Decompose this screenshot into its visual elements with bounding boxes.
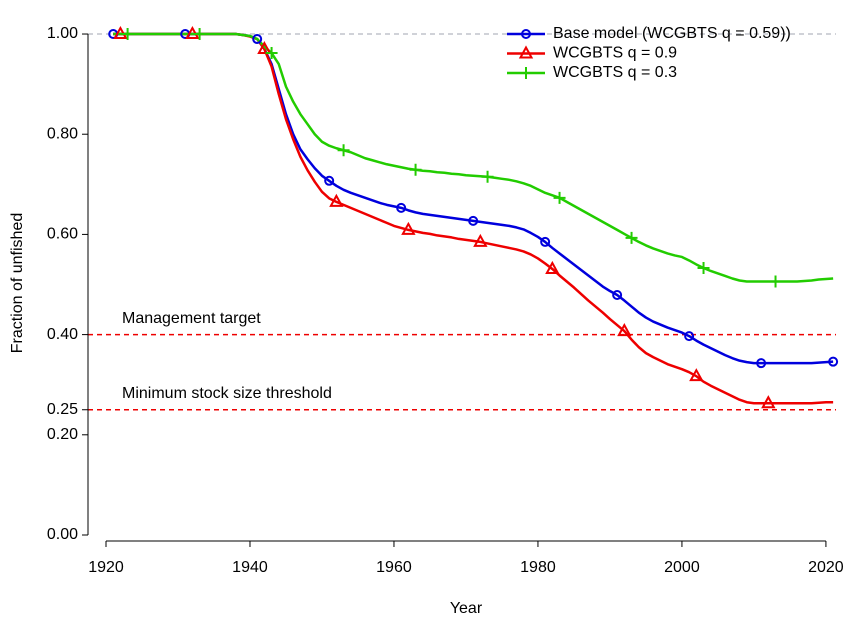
x-tick-label: 2020 xyxy=(808,559,844,576)
x-tick-label: 1980 xyxy=(520,559,556,576)
marker xyxy=(540,236,551,247)
marker xyxy=(324,175,335,186)
legend-label: WCGBTS q = 0.9 xyxy=(553,45,677,62)
marker xyxy=(612,290,623,301)
legend-marker xyxy=(520,67,532,79)
marker xyxy=(121,28,134,41)
y-tick-label: 0.25 xyxy=(47,401,78,418)
marker xyxy=(828,356,839,367)
marker xyxy=(545,260,560,274)
legend-marker xyxy=(518,45,534,59)
marker xyxy=(617,323,632,337)
y-tick-label: 0.80 xyxy=(47,125,78,142)
marker xyxy=(265,47,278,60)
marker xyxy=(396,202,407,213)
y-tick-label: 0.20 xyxy=(47,426,78,443)
marker xyxy=(684,331,695,342)
x-axis-label: Year xyxy=(450,600,483,617)
x-tick-label: 1920 xyxy=(88,559,124,576)
y-tick-label: 0.40 xyxy=(47,326,78,343)
series-line xyxy=(113,32,834,405)
legend-label: Base model (WCGBTS q = 0.59)) xyxy=(553,25,791,42)
marker xyxy=(329,193,344,207)
y-tick-label: 1.00 xyxy=(47,25,78,42)
x-tick-label: 1940 xyxy=(232,559,268,576)
marker xyxy=(756,358,767,369)
marker xyxy=(689,368,704,382)
marker xyxy=(401,221,416,235)
marker xyxy=(697,261,710,274)
marker xyxy=(409,163,422,176)
y-tick-label: 0.60 xyxy=(47,226,78,243)
marker xyxy=(193,28,206,41)
marker xyxy=(473,233,488,247)
marker xyxy=(337,144,350,157)
x-tick-label: 1960 xyxy=(376,559,412,576)
marker xyxy=(553,191,566,204)
marker xyxy=(257,40,272,55)
marker xyxy=(481,170,494,183)
y-tick-label: 0.00 xyxy=(47,526,78,543)
marker xyxy=(252,34,263,45)
marker xyxy=(468,215,479,226)
legend-marker xyxy=(521,29,531,39)
y-axis-label: Fraction of unfished xyxy=(9,213,26,354)
reference-label: Minimum stock size threshold xyxy=(122,385,332,402)
marker xyxy=(769,275,782,288)
reference-label: Management target xyxy=(122,310,261,327)
x-tick-label: 2000 xyxy=(664,559,700,576)
marker xyxy=(625,231,638,244)
legend-label: WCGBTS q = 0.3 xyxy=(553,64,677,81)
series-line xyxy=(113,32,834,283)
marker xyxy=(761,395,776,409)
